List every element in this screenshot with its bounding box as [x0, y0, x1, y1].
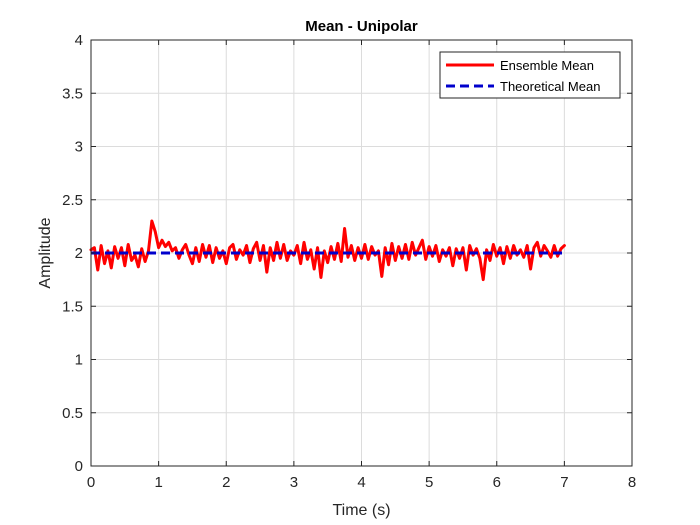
- x-tick-label: 1: [154, 474, 162, 491]
- ensemble-mean-line: [89, 219, 566, 282]
- x-tick-label: 2: [222, 474, 230, 491]
- legend-label-theoretical-mean: Theoretical Mean: [500, 79, 600, 94]
- chart-title: Mean - Unipolar: [305, 18, 418, 35]
- y-tick-label: 1.5: [62, 298, 83, 315]
- x-tick-label: 3: [290, 474, 298, 491]
- legend-box: [439, 51, 621, 99]
- x-tick-label: 4: [357, 474, 365, 491]
- legend: Ensemble Mean Theoretical Mean: [439, 51, 621, 99]
- y-tick-label: 0.5: [62, 405, 83, 422]
- ticks: [90, 39, 633, 467]
- x-tick-label: 6: [493, 474, 501, 491]
- y-tick-label: 4: [75, 32, 83, 49]
- x-tick-label: 8: [628, 474, 636, 491]
- x-tick-label: 7: [560, 474, 568, 491]
- x-tick-label: 5: [425, 474, 433, 491]
- y-tick-label: 3: [75, 139, 83, 156]
- y-tick-label: 3.5: [62, 85, 83, 102]
- y-tick-label: 2.5: [62, 192, 83, 209]
- x-tick-label: 0: [87, 474, 95, 491]
- y-axis-label: Amplitude: [37, 217, 54, 288]
- series-layer: [89, 219, 566, 282]
- x-tick-labels: 0 1 2 3 4 5 6 7 8: [87, 474, 636, 491]
- y-tick-label: 0: [75, 458, 83, 475]
- y-tick-label: 1: [75, 352, 83, 369]
- legend-label-ensemble-mean: Ensemble Mean: [500, 58, 594, 73]
- x-axis-label: Time (s): [332, 502, 390, 519]
- y-tick-labels: 0 0.5 1 1.5 2 2.5 3 3.5 4: [62, 32, 83, 475]
- y-tick-label: 2: [75, 245, 83, 262]
